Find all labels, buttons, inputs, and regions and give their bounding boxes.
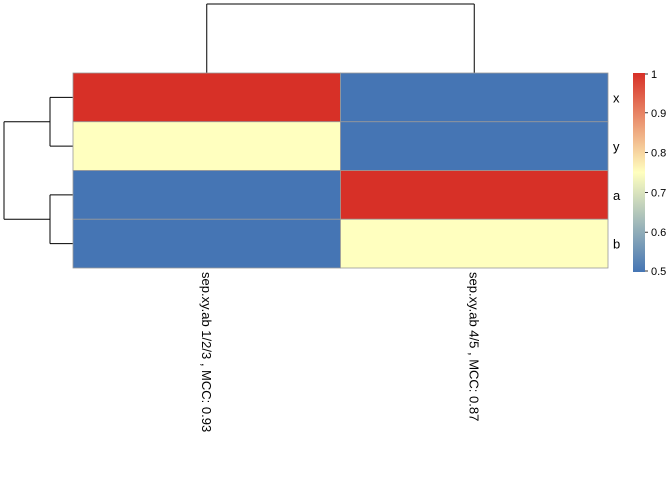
- heatmap-cells: [72, 72, 609, 269]
- legend-tick-label: 0.9: [651, 108, 666, 120]
- heatmap-cell-b-2: [340, 218, 609, 269]
- column-labels: sep.xy.ab 1/2/3 , MCC: 0.93 sep.xy.ab 4/5…: [199, 272, 482, 432]
- legend-tick-label: 1: [651, 69, 657, 81]
- legend-tick-label: 0.8: [651, 148, 666, 160]
- color-legend: 1 0.9 0.8 0.7 0.6 0.5: [633, 69, 666, 278]
- heatmap-cell-x-1: [72, 72, 341, 123]
- row-label-y: y: [613, 139, 620, 154]
- legend-tick-label: 0.6: [651, 227, 666, 239]
- heatmap-cell-a-2: [340, 170, 609, 220]
- legend-tick-label: 0.5: [651, 266, 666, 278]
- legend-color-bar: [633, 73, 645, 272]
- column-dendrogram: [206, 3, 475, 73]
- legend-tick-label: 0.7: [651, 187, 666, 199]
- row-labels: x y a b: [613, 90, 621, 251]
- heatmap-cell-x-2: [340, 72, 609, 123]
- row-dendrogram: [3, 96, 73, 245]
- column-label-2: sep.xy.ab 4/5 , MCC: 0.87: [466, 272, 481, 421]
- row-label-a: a: [613, 188, 621, 203]
- heatmap-cell-y-2: [340, 121, 609, 171]
- column-label-1: sep.xy.ab 1/2/3 , MCC: 0.93: [199, 272, 214, 432]
- heatmap-cell-b-1: [72, 218, 341, 269]
- row-label-x: x: [613, 90, 620, 105]
- row-label-b: b: [613, 237, 620, 252]
- heatmap-cell-a-1: [72, 170, 341, 220]
- heatmap-cell-y-1: [72, 121, 341, 171]
